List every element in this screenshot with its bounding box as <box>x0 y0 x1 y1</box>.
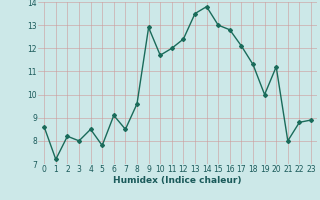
X-axis label: Humidex (Indice chaleur): Humidex (Indice chaleur) <box>113 176 242 185</box>
